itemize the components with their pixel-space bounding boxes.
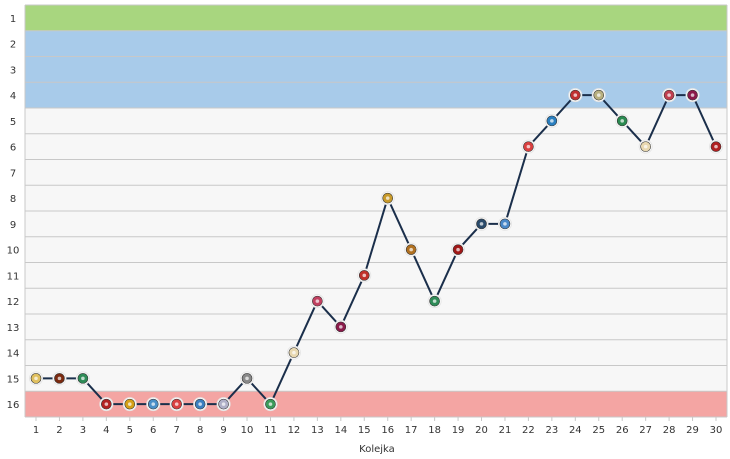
point-marker-center [667,93,671,97]
x-axis-label: Kolejka [359,444,395,455]
x-tick-label: 1 [33,425,39,436]
x-tick-label: 19 [452,425,465,436]
x-tick-label: 24 [569,425,582,436]
point-marker-center [479,222,484,226]
y-tick-label: 15 [7,374,20,385]
series-markers [29,88,723,412]
y-tick-label: 5 [10,117,16,128]
grid-lines [24,4,728,421]
x-tick-label: 20 [475,425,488,436]
zone-band [25,30,727,108]
x-tick-label: 14 [334,425,347,436]
point-marker-center [550,119,554,123]
point-marker-center [221,402,226,406]
x-tick-label: 4 [103,425,109,436]
x-tick-label: 28 [663,425,676,436]
y-tick-label: 10 [7,246,20,257]
point-marker-center [596,93,601,97]
x-tick-labels: 1 2 3 4 5 6 7 8 9 10 11 12 13 14 15 16 17 18 19 20 21 22 23 24 2… [33,425,723,436]
y-tick-label: 4 [10,91,16,102]
point-marker-center [643,144,648,149]
y-tick-label: 16 [7,400,20,411]
point-marker-center [81,376,85,381]
x-tick-label: 17 [405,425,418,436]
x-tick-label: 29 [686,425,699,436]
point-marker-center [339,325,343,329]
y-tick-label: 7 [10,168,16,179]
point-marker-center [432,299,437,303]
x-tick-label: 6 [150,425,156,436]
y-tick-label: 2 [10,40,16,51]
point-marker-center [245,376,249,381]
x-tick-label: 9 [220,425,226,436]
point-marker-center [292,350,296,355]
point-marker-center [127,402,132,406]
point-marker-center [573,93,578,97]
x-tick-label: 11 [264,425,277,436]
point-marker-center [174,402,179,406]
point-marker-center [456,247,460,252]
x-tick-label: 27 [639,425,652,436]
x-tick-label: 7 [174,425,180,436]
y-tick-label: 3 [10,65,16,76]
x-tick-label: 23 [545,425,558,436]
point-marker-center [503,222,507,226]
x-tick-label: 2 [56,425,62,436]
point-marker-center [315,299,320,303]
point-marker-center [690,93,695,97]
point-marker-center [714,144,718,149]
x-tick-label: 10 [241,425,254,436]
point-marker-center [409,247,413,252]
x-tick-label: 15 [358,425,371,436]
x-tick-label: 5 [127,425,133,436]
point-marker-center [104,402,109,406]
x-tick-label: 26 [616,425,629,436]
point-marker-center [57,376,62,381]
x-tick-label: 13 [311,425,324,436]
x-tick-label: 22 [522,425,535,436]
zone-band [25,5,727,31]
y-tick-label: 6 [10,143,16,154]
x-tick-label: 21 [499,425,512,436]
point-marker-center [198,402,202,406]
y-tick-label: 11 [7,271,20,282]
x-tick-label: 25 [592,425,605,436]
y-tick-label: 8 [10,194,16,205]
point-marker-center [34,376,38,381]
x-tick-label: 3 [80,425,86,436]
point-marker-center [151,402,156,406]
point-marker-center [385,196,390,200]
x-tick-label: 12 [288,425,301,436]
y-tick-label: 14 [7,349,20,360]
y-tick-label: 1 [10,14,16,25]
x-tick-label: 30 [710,425,723,436]
point-marker-center [526,144,531,149]
x-tick-label: 8 [197,425,203,436]
y-tick-label: 12 [7,297,20,308]
point-marker-center [620,119,625,123]
x-tick-label: 18 [428,425,441,436]
x-tick-label: 16 [381,425,394,436]
y-tick-label: 13 [7,323,20,334]
point-marker-center [362,273,367,278]
y-tick-label: 9 [10,220,16,231]
point-marker-center [268,402,273,406]
